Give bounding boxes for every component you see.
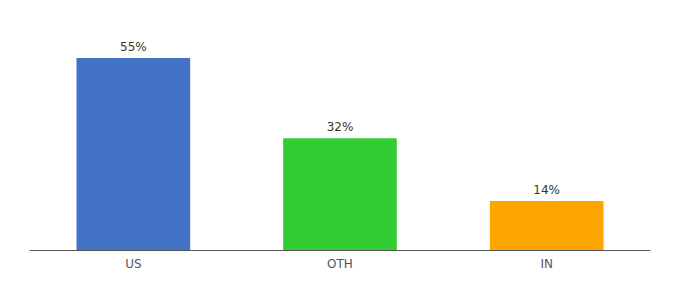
svg-text:US: US: [125, 257, 141, 271]
svg-text:14%: 14%: [533, 183, 560, 197]
svg-text:55%: 55%: [120, 40, 147, 54]
svg-text:32%: 32%: [327, 120, 354, 134]
svg-text:OTH: OTH: [327, 257, 353, 271]
svg-text:IN: IN: [540, 257, 553, 271]
